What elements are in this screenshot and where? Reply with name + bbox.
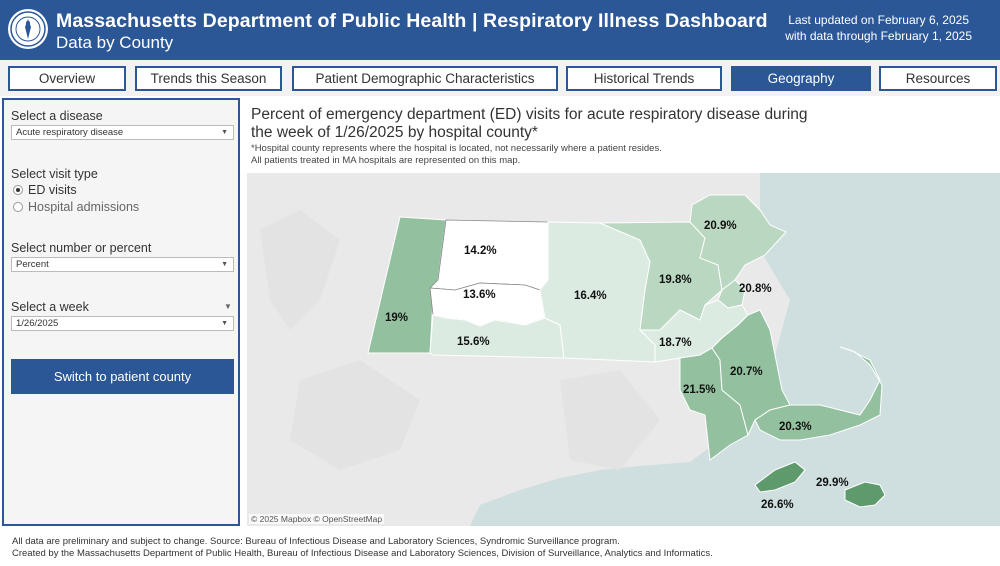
county-label-nantucket: 29.9% [816,477,849,489]
filter-sidebar: Select a disease Acute respiratory disea… [2,98,240,526]
page-title: Massachusetts Department of Public Healt… [56,10,768,32]
disease-select[interactable]: Acute respiratory disease ▼ [11,125,234,140]
page-subtitle: Data by County [56,33,174,52]
map-ocean-sound [700,435,900,526]
number-percent-select[interactable]: Percent ▼ [11,257,234,272]
radio-ed-visits-label: ED visits [28,183,77,197]
county-label-hampden: 15.6% [457,336,490,348]
map-land-detail [260,210,340,330]
disease-select-value: Acute respiratory disease [16,127,124,138]
chevron-down-icon: ▼ [221,320,228,327]
radio-hospital-admissions-label: Hospital admissions [28,200,140,214]
county-plymouth[interactable] [711,309,791,437]
county-map[interactable]: 19% 14.2% 13.6% 15.6% 16.4% 19.8% 20.9% … [247,173,1000,526]
tab-patient-demographics[interactable]: Patient Demographic Characteristics [292,66,558,91]
tab-geography[interactable]: Geography [731,66,871,91]
county-label-barnstable: 20.3% [779,421,812,433]
map-attribution[interactable]: © 2025 Mapbox © OpenStreetMap [249,514,385,524]
county-label-worcester: 16.4% [574,290,607,302]
county-essex[interactable] [689,194,787,291]
map-land-detail [290,360,420,470]
tab-trends-this-season[interactable]: Trends this Season [135,66,282,91]
week-select-value: 1/26/2025 [16,318,59,329]
number-percent-label: Select number or percent [11,241,152,255]
state-seal-icon [8,9,48,49]
county-label-hampshire: 13.6% [463,289,496,301]
radio-unselected-icon [13,202,23,212]
visit-type-label: Select visit type [11,167,98,181]
dashboard-header: Massachusetts Department of Public Healt… [0,0,1000,60]
map-ocean [470,173,1000,526]
map-note: All patients treated in MA hospitals are… [251,155,521,166]
county-label-plymouth: 20.7% [730,366,763,378]
radio-ed-visits[interactable]: ED visits [13,183,77,197]
footer: All data are preliminary and subject to … [12,536,713,560]
footer-credit: Created by the Massachusetts Department … [12,548,713,559]
last-updated-date: Last updated on February 6, 2025 [788,13,969,27]
week-label: Select a week [11,300,89,314]
number-percent-select-value: Percent [16,259,49,270]
county-label-dukes: 26.6% [761,499,794,511]
week-select[interactable]: 1/26/2025 ▼ [11,316,234,331]
week-menu-icon[interactable]: ▼ [224,302,232,311]
last-updated: Last updated on February 6, 2025 with da… [785,13,972,44]
county-label-essex: 20.9% [704,220,737,232]
county-nantucket[interactable] [844,481,886,508]
tab-overview[interactable]: Overview [8,66,126,91]
map-title: Percent of emergency department (ED) vis… [251,106,808,141]
tab-bar: Overview Trends this Season Patient Demo… [0,60,1000,96]
county-barnstable[interactable] [754,346,883,441]
county-label-franklin: 14.2% [464,245,497,257]
map-land-detail [560,370,660,470]
radio-hospital-admissions[interactable]: Hospital admissions [13,200,139,214]
county-dukes[interactable] [754,461,806,493]
chevron-down-icon: ▼ [221,129,228,136]
data-through-date: with data through February 1, 2025 [785,28,972,43]
disease-label: Select a disease [11,109,103,123]
radio-selected-icon [13,185,23,195]
footer-source: All data are preliminary and subject to … [12,536,620,547]
map-footnote: *Hospital county represents where the ho… [251,143,662,154]
chevron-down-icon: ▼ [221,261,228,268]
tab-resources[interactable]: Resources [879,66,997,91]
county-label-bristol: 21.5% [683,384,716,396]
county-label-suffolk: 20.8% [739,283,772,295]
county-label-berkshire: 19% [385,312,408,324]
switch-to-patient-county-button[interactable]: Switch to patient county [11,359,234,394]
county-map-svg[interactable]: 19% 14.2% 13.6% 15.6% 16.4% 19.8% 20.9% … [247,173,1000,526]
tab-historical-trends[interactable]: Historical Trends [566,66,722,91]
county-label-middlesex: 19.8% [659,274,692,286]
county-hampden[interactable] [429,314,565,359]
county-label-norfolk: 18.7% [659,337,692,349]
